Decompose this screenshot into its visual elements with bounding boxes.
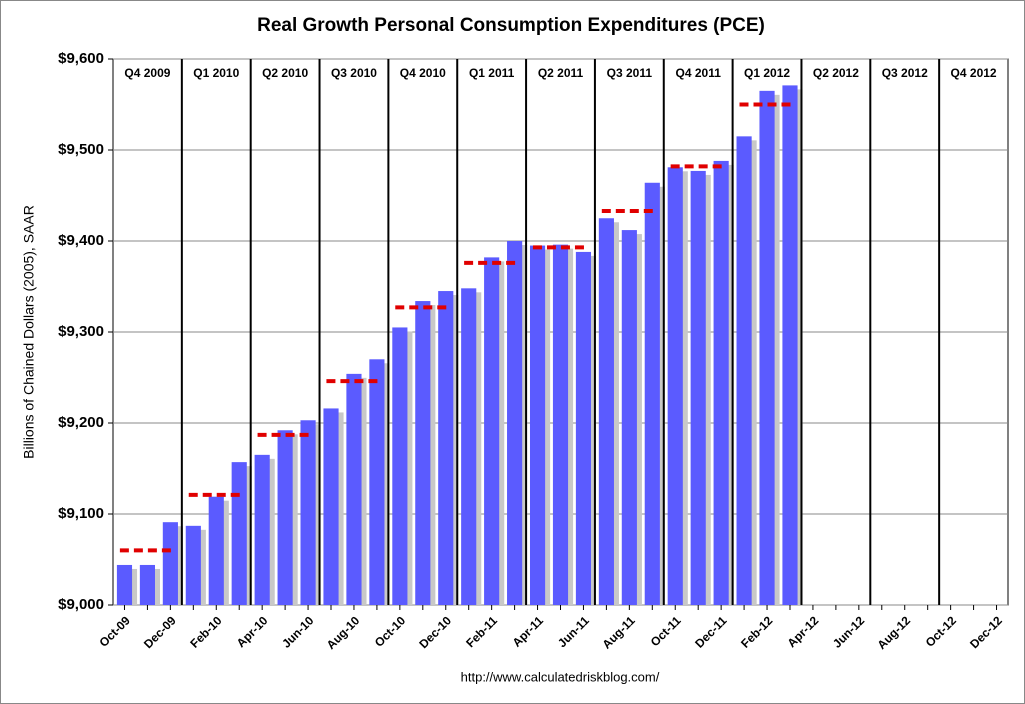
bar bbox=[621, 230, 637, 605]
quarter-label: Q4 2012 bbox=[951, 66, 997, 80]
y-tick-label: $9,100 bbox=[58, 505, 104, 522]
bar bbox=[598, 218, 614, 605]
y-axis-label: Billions of Chained Dollars (2005), SAAR bbox=[21, 205, 37, 459]
y-tick-label: $9,000 bbox=[58, 596, 104, 613]
bar bbox=[231, 462, 247, 605]
bar bbox=[346, 373, 362, 605]
quarter-label: Q1 2011 bbox=[469, 66, 515, 80]
bar bbox=[736, 136, 752, 605]
bar bbox=[162, 522, 178, 605]
bar bbox=[415, 301, 431, 605]
quarter-label: Q2 2011 bbox=[538, 66, 584, 80]
bar bbox=[461, 288, 477, 605]
bar bbox=[139, 564, 155, 605]
bar bbox=[277, 430, 293, 605]
quarter-label: Q3 2010 bbox=[331, 66, 377, 80]
bar bbox=[713, 160, 729, 606]
quarter-label: Q3 2011 bbox=[607, 66, 653, 80]
quarter-label: Q4 2010 bbox=[400, 66, 446, 80]
bar bbox=[782, 85, 798, 605]
bar bbox=[438, 291, 454, 605]
y-tick-label: $9,200 bbox=[58, 414, 104, 431]
bar bbox=[323, 408, 339, 605]
quarter-label: Q1 2012 bbox=[744, 66, 790, 80]
y-tick-label: $9,500 bbox=[58, 141, 104, 158]
bar bbox=[575, 251, 592, 606]
bar bbox=[529, 245, 546, 606]
quarter-label: Q2 2010 bbox=[262, 66, 308, 80]
chart-title: Real Growth Personal Consumption Expendi… bbox=[257, 15, 765, 36]
bar bbox=[667, 167, 683, 606]
bar bbox=[392, 327, 408, 605]
bar bbox=[300, 420, 316, 605]
quarter-label: Q2 2012 bbox=[813, 66, 859, 80]
bar bbox=[254, 454, 270, 605]
quarter-label: Q4 2011 bbox=[676, 66, 722, 80]
quarter-label: Q3 2012 bbox=[882, 66, 928, 80]
bar bbox=[369, 359, 385, 605]
y-tick-label: $9,600 bbox=[58, 50, 104, 67]
bar bbox=[552, 244, 569, 605]
bar bbox=[484, 257, 500, 605]
bar bbox=[185, 525, 201, 605]
bar bbox=[690, 170, 706, 605]
bar bbox=[208, 496, 224, 605]
y-tick-label: $9,400 bbox=[58, 232, 104, 249]
quarter-label: Q4 2009 bbox=[124, 66, 170, 80]
quarter-label: Q1 2010 bbox=[193, 66, 239, 80]
source: http://www.calculatedriskblog.com/ bbox=[461, 669, 660, 684]
bar bbox=[644, 182, 660, 605]
bar bbox=[507, 241, 523, 605]
y-tick-label: $9,300 bbox=[58, 323, 104, 340]
bar bbox=[116, 564, 133, 605]
bar bbox=[759, 90, 775, 606]
